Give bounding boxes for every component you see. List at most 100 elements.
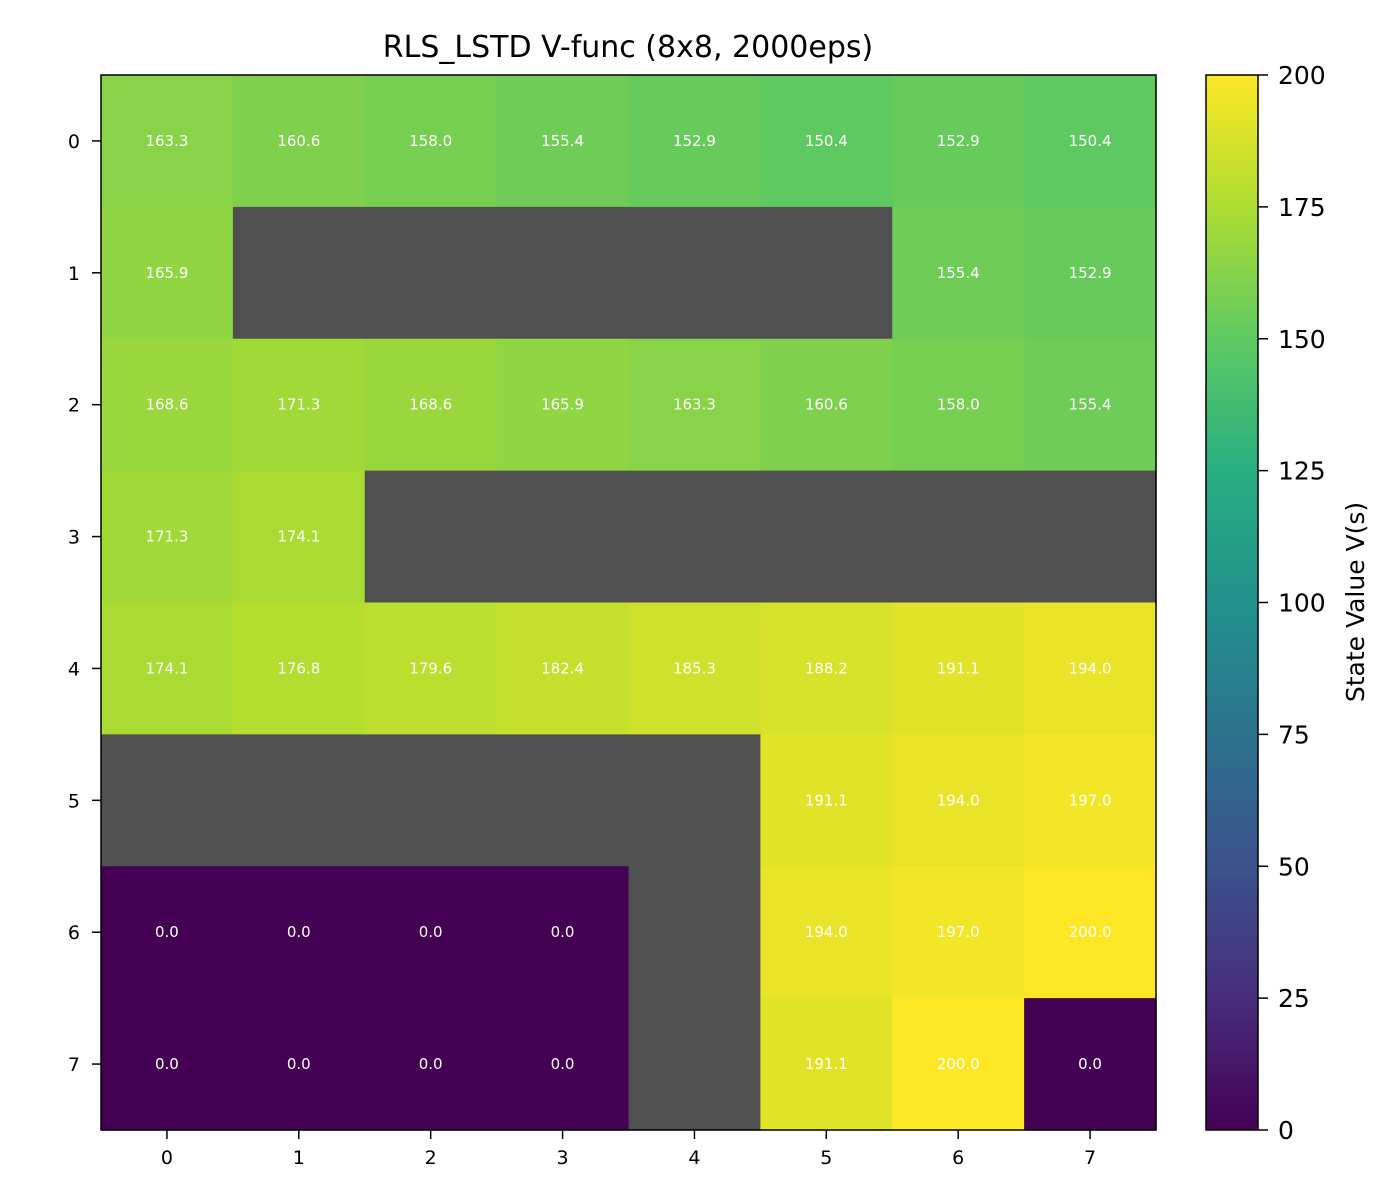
colorbar-tick-label: 25 <box>1278 984 1310 1013</box>
value-cell <box>232 998 366 1131</box>
y-tick-label: 1 <box>68 263 80 285</box>
colorbar-tick-label: 75 <box>1278 720 1310 749</box>
wall-cell <box>364 206 498 340</box>
cell-value-label: 0.0 <box>419 1055 443 1073</box>
cell-value-label: 152.9 <box>1069 264 1112 282</box>
cell-value-label: 160.6 <box>805 396 848 414</box>
value-cell <box>760 602 893 735</box>
cell-value-label: 0.0 <box>551 1055 575 1073</box>
y-tick-label: 4 <box>68 658 80 680</box>
cell-value-label: 171.3 <box>145 528 188 546</box>
value-cell <box>1024 866 1157 999</box>
cell-value-label: 150.4 <box>1069 132 1112 150</box>
cell-value-label: 158.0 <box>409 132 452 150</box>
wall-cell <box>101 734 234 867</box>
value-cell <box>232 602 366 735</box>
value-cell <box>1024 602 1157 735</box>
value-cell <box>496 866 630 999</box>
value-cell <box>364 338 498 472</box>
cell-value-label: 0.0 <box>419 923 443 941</box>
value-cell <box>892 998 1025 1131</box>
colorbar-label: State Value V(s) <box>1341 502 1370 702</box>
cell-value-label: 160.6 <box>277 132 320 150</box>
wall-cell <box>496 734 630 867</box>
cell-value-label: 194.0 <box>1069 659 1112 677</box>
wall-cell <box>232 734 366 867</box>
cell-value-label: 158.0 <box>937 396 980 414</box>
x-tick-label: 2 <box>425 1147 437 1169</box>
cell-value-label: 174.1 <box>145 659 188 677</box>
value-cell <box>232 75 366 208</box>
colorbar-tick-label: 200 <box>1278 61 1326 90</box>
cell-value-label: 200.0 <box>1069 923 1112 941</box>
value-cell <box>101 602 234 735</box>
value-cell <box>628 338 761 472</box>
wall-cell <box>364 470 498 604</box>
heatmap-cell-labels: 163.3 160.6 158.0 155.4 152.9 150.4 152.9 150.4… <box>145 132 1111 1073</box>
cell-value-label: 152.9 <box>673 132 716 150</box>
value-cell <box>101 470 234 604</box>
value-cell <box>1024 75 1157 208</box>
value-cell <box>1024 734 1157 867</box>
value-cell <box>364 998 498 1131</box>
value-cell <box>232 470 366 604</box>
value-cell <box>1024 338 1157 472</box>
cell-value-label: 165.9 <box>145 264 188 282</box>
cell-value-label: 197.0 <box>1069 791 1112 809</box>
cell-value-label: 163.3 <box>145 132 188 150</box>
value-cell <box>496 998 630 1131</box>
value-cell <box>364 75 498 208</box>
y-tick-label: 3 <box>68 527 80 549</box>
y-axis: 0 1 2 3 4 5 6 7 <box>68 131 101 1076</box>
value-cell <box>101 75 234 208</box>
cell-value-label: 0.0 <box>551 923 575 941</box>
x-tick-label: 6 <box>952 1147 964 1169</box>
cell-value-label: 191.1 <box>805 1055 848 1073</box>
colorbar-tick-label: 150 <box>1278 325 1326 354</box>
colorbar-ticks: 0 25 50 75 100 125 150 175 200 <box>1258 61 1326 1145</box>
value-cell <box>760 998 893 1131</box>
cell-value-label: 0.0 <box>287 1055 311 1073</box>
value-cell <box>628 602 761 735</box>
plot-frame <box>100 74 1157 1131</box>
cell-value-label: 200.0 <box>937 1055 980 1073</box>
cell-value-label: 168.6 <box>409 396 452 414</box>
wall-cell <box>628 206 761 340</box>
cell-value-label: 165.9 <box>541 396 584 414</box>
wall-cell <box>628 998 761 1131</box>
wall-cell <box>760 470 893 604</box>
value-cell <box>101 866 234 999</box>
value-cell <box>892 602 1025 735</box>
value-cell <box>496 602 630 735</box>
colorbar-tick-label: 50 <box>1278 852 1310 881</box>
cell-value-label: 152.9 <box>937 132 980 150</box>
cell-value-label: 191.1 <box>937 659 980 677</box>
x-axis: 0 1 2 3 4 5 6 7 <box>161 1130 1096 1169</box>
cell-value-label: 155.4 <box>541 132 584 150</box>
value-cell <box>760 338 893 472</box>
x-tick-label: 4 <box>688 1147 700 1169</box>
cell-value-label: 179.6 <box>409 659 452 677</box>
x-tick-label: 5 <box>820 1147 832 1169</box>
colorbar-tick-label: 175 <box>1278 193 1326 222</box>
value-cell <box>101 998 234 1131</box>
value-cell <box>496 75 630 208</box>
heatmap-cells <box>101 75 1157 1131</box>
y-tick-label: 7 <box>68 1054 80 1076</box>
cell-value-label: 191.1 <box>805 791 848 809</box>
wall-cell <box>628 734 761 867</box>
wall-cell <box>892 470 1025 604</box>
cell-value-label: 0.0 <box>1078 1055 1102 1073</box>
value-cell <box>760 75 893 208</box>
cell-value-label: 0.0 <box>287 923 311 941</box>
value-cell <box>760 734 893 867</box>
colorbar <box>1205 74 1259 1131</box>
x-tick-label: 3 <box>557 1147 569 1169</box>
cell-value-label: 155.4 <box>1069 396 1112 414</box>
cell-value-label: 182.4 <box>541 659 584 677</box>
cell-value-label: 155.4 <box>937 264 980 282</box>
value-cell <box>364 866 498 999</box>
y-tick-label: 5 <box>68 790 80 812</box>
wall-cell <box>628 866 761 999</box>
